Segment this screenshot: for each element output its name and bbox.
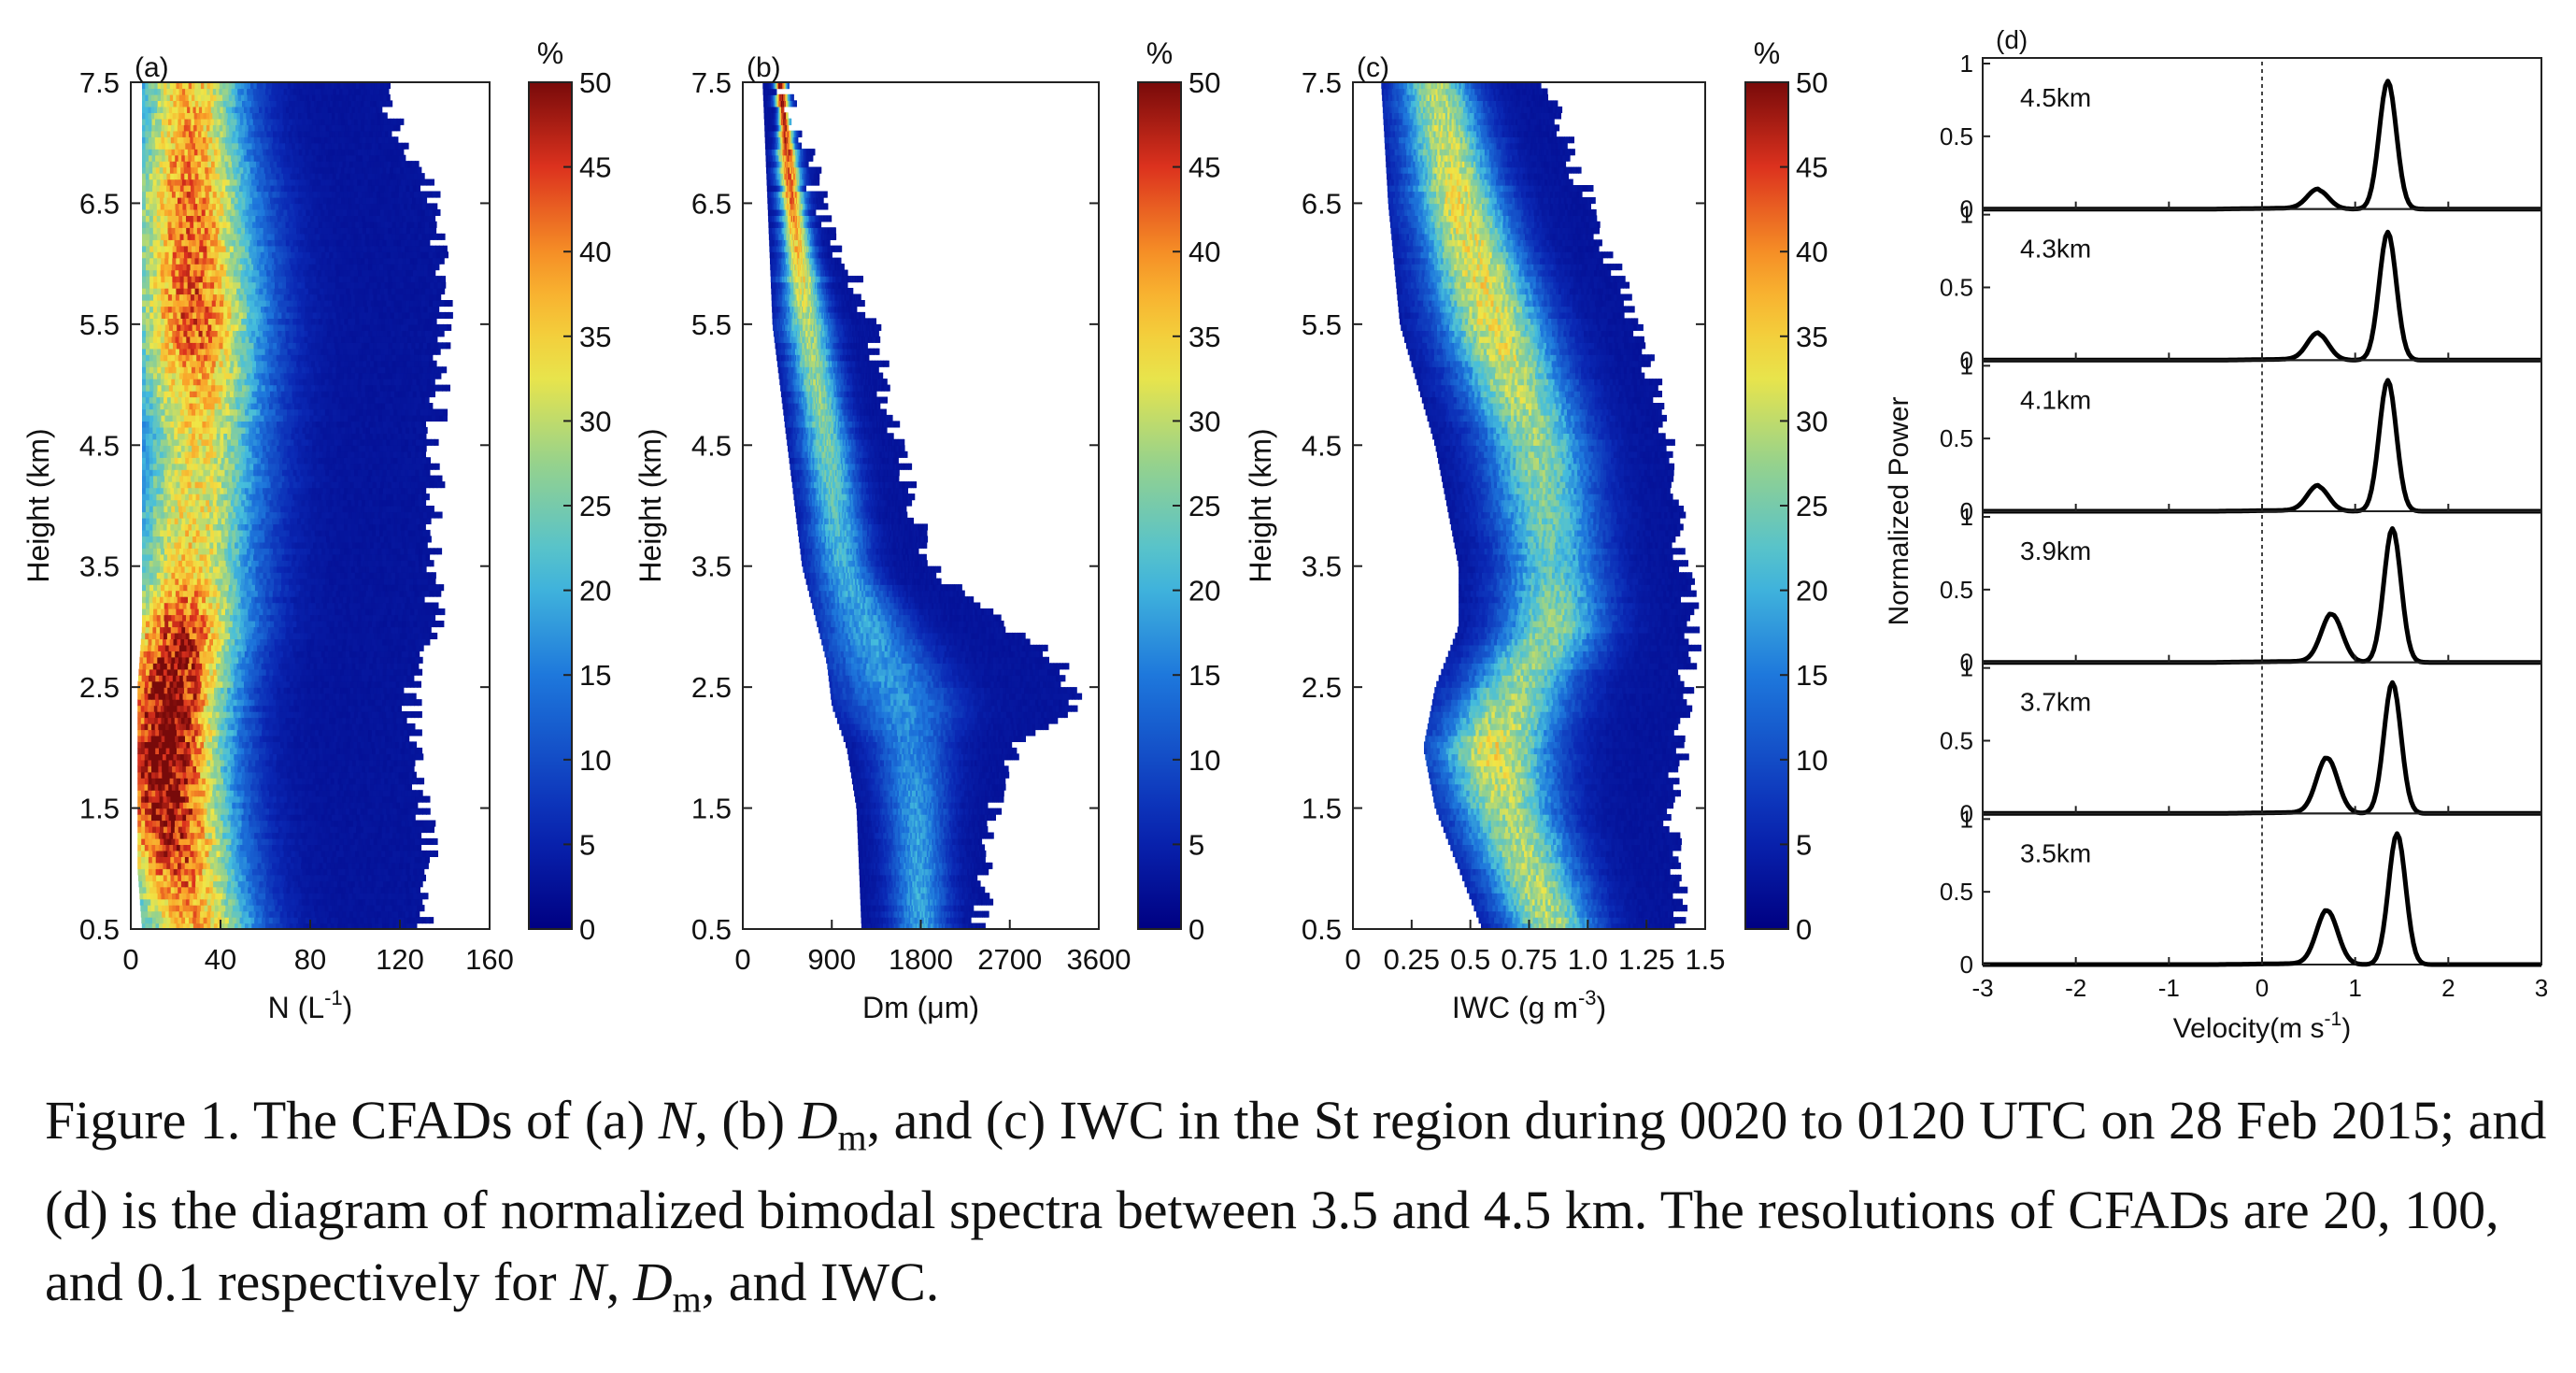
heatmap-cell <box>425 856 430 863</box>
heatmap-cell <box>218 796 222 803</box>
heatmap-cell <box>430 826 434 833</box>
heatmap-cell <box>430 917 434 923</box>
heatmap-cell <box>411 723 416 730</box>
heatmap-cell <box>405 808 409 815</box>
heatmap-cell <box>418 844 422 851</box>
heatmap-cell <box>378 796 383 803</box>
heatmap-cell <box>377 851 382 857</box>
heatmap-cell <box>178 851 183 857</box>
heatmap-cell <box>149 851 153 857</box>
heatmap-cell <box>408 784 413 791</box>
heatmap-cell <box>262 808 266 815</box>
figure-canvas: 0.51.52.53.54.55.56.57.50 40 80 120 160(a)He… <box>0 0 2576 1066</box>
heatmap-cell <box>406 736 409 742</box>
heatmap-cell <box>413 741 418 748</box>
heatmap-cell <box>306 838 311 845</box>
heatmap-cell <box>400 838 405 845</box>
heatmap-cell <box>152 808 157 815</box>
heatmap-cell <box>420 868 425 875</box>
heatmap-cell <box>164 796 168 803</box>
cfad-panel-a: 0.51.52.53.54.55.56.57.50 40 80 120 160(a)He… <box>21 36 611 1024</box>
heatmap-cell <box>327 796 332 803</box>
heatmap-cell <box>348 851 352 857</box>
heatmap-cell <box>403 718 406 724</box>
heatmap-cell <box>273 796 278 803</box>
heatmap-cells <box>137 82 453 930</box>
heatmap-cell <box>205 851 209 857</box>
heatmap-cell <box>419 880 423 887</box>
heatmap-cell <box>327 917 332 923</box>
heatmap-cell <box>434 838 438 845</box>
heatmap-cell <box>420 905 425 911</box>
heatmap-cell <box>421 875 426 881</box>
heatmap-cell <box>208 838 213 845</box>
heatmap-cell <box>410 765 415 772</box>
heatmap-cell <box>334 808 339 815</box>
heatmap-cell <box>432 821 436 827</box>
heatmap-cell <box>257 838 262 845</box>
heatmap-cell <box>412 772 417 779</box>
heatmap-cell <box>419 748 423 754</box>
heatmap-cell <box>292 851 296 857</box>
heatmap-cell <box>298 808 303 815</box>
heatmap-cell <box>321 851 326 857</box>
heatmap-cell <box>426 796 431 803</box>
heatmap-cell <box>434 851 438 857</box>
heatmap-cell <box>420 778 425 784</box>
heatmap-cell <box>404 851 408 857</box>
heatmap-cell <box>160 838 164 845</box>
heatmap-cell <box>418 833 422 839</box>
heatmap-cell <box>424 893 429 899</box>
heatmap-cell <box>418 729 422 736</box>
heatmap-cell <box>225 808 230 815</box>
heatmap-cell <box>416 911 420 918</box>
heatmap-cell <box>424 863 429 869</box>
heatmap-cell <box>262 851 266 857</box>
heatmap-cell <box>355 838 360 845</box>
heatmap-cell <box>419 899 423 906</box>
heatmap-cell <box>414 802 419 808</box>
heatmap-cell <box>189 808 193 815</box>
heatmap-cell <box>420 753 424 760</box>
heatmap-cell <box>416 887 420 894</box>
heatmap-cell <box>426 808 431 815</box>
heatmap-cell <box>368 808 373 815</box>
heatmap-cell <box>411 760 416 766</box>
heatmap-cell <box>411 814 416 821</box>
heatmap-cell <box>235 851 240 857</box>
heatmap-cell <box>419 790 423 796</box>
